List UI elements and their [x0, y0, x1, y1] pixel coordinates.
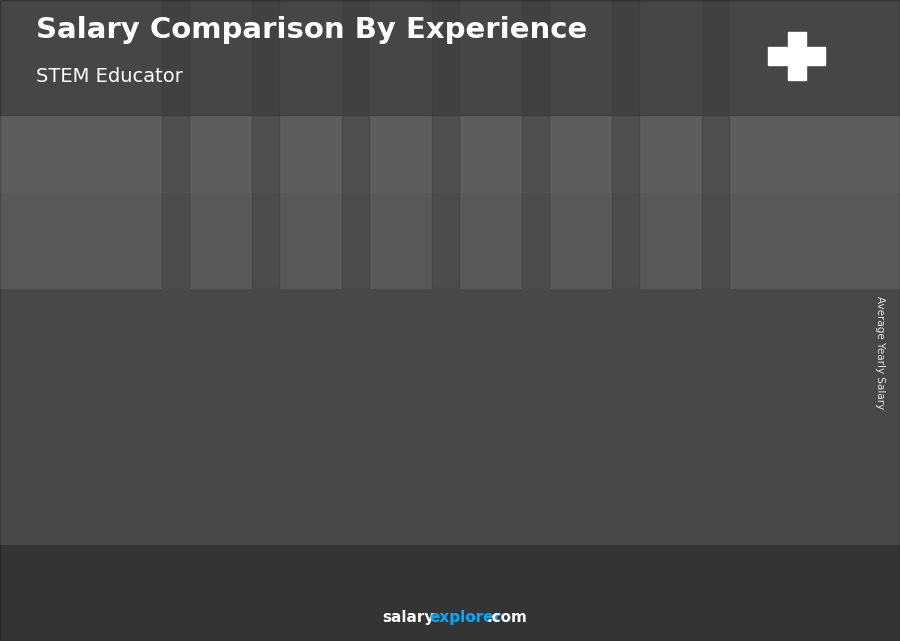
Polygon shape [73, 449, 160, 454]
FancyArrowPatch shape [247, 346, 347, 399]
Text: .com: .com [486, 610, 526, 625]
FancyArrowPatch shape [374, 294, 473, 340]
Text: +24%: +24% [382, 267, 446, 286]
FancyArrowPatch shape [500, 269, 601, 290]
Bar [0, 0, 900, 192]
Bar [342, 0, 369, 288]
Polygon shape [151, 454, 160, 577]
Text: 140,000 CHF: 140,000 CHF [692, 247, 778, 260]
Polygon shape [532, 309, 540, 577]
Bar [612, 0, 639, 288]
Text: +7%: +7% [643, 218, 692, 237]
Polygon shape [453, 303, 540, 309]
Bar [252, 0, 279, 288]
Text: 98,800 CHF: 98,800 CHF [312, 338, 389, 351]
Bar [706, 269, 785, 577]
Text: salary: salary [382, 610, 435, 625]
Bar [768, 47, 825, 65]
Text: +7%: +7% [516, 238, 565, 257]
Text: +29%: +29% [129, 362, 192, 381]
Bar [453, 309, 532, 577]
Bar [702, 0, 729, 288]
Bar [0, 545, 900, 641]
Polygon shape [278, 420, 287, 577]
Polygon shape [580, 283, 667, 289]
Text: Salary Comparison By Experience: Salary Comparison By Experience [36, 16, 587, 44]
Bar [788, 33, 806, 79]
Text: STEM Educator: STEM Educator [36, 67, 183, 87]
Bar [580, 289, 658, 577]
Text: 55,700 CHF: 55,700 CHF [58, 433, 136, 445]
Text: 131,000 CHF: 131,000 CHF [566, 267, 652, 280]
FancyArrowPatch shape [121, 403, 220, 435]
Text: 71,600 CHF: 71,600 CHF [185, 398, 263, 411]
Polygon shape [200, 414, 287, 420]
Bar [432, 0, 459, 288]
Bar [522, 0, 549, 288]
Bar [0, 0, 900, 288]
Polygon shape [405, 360, 414, 577]
Bar [0, 0, 900, 115]
Bar [326, 360, 405, 577]
Polygon shape [326, 354, 414, 360]
Polygon shape [785, 269, 794, 577]
Text: +38%: +38% [256, 318, 319, 337]
Bar [162, 0, 189, 288]
Bar [200, 420, 278, 577]
Text: explorer: explorer [429, 610, 501, 625]
Bar [73, 454, 151, 577]
Text: 122,000 CHF: 122,000 CHF [439, 287, 525, 300]
Text: Average Yearly Salary: Average Yearly Salary [875, 296, 886, 409]
Polygon shape [706, 263, 794, 269]
FancyArrowPatch shape [627, 249, 727, 270]
Polygon shape [658, 289, 667, 577]
